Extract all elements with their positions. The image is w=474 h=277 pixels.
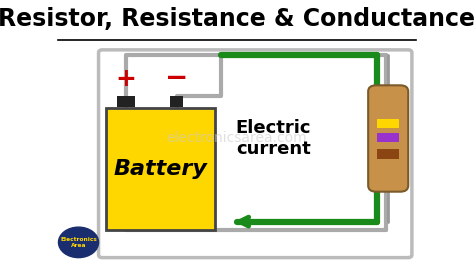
- Text: +: +: [116, 67, 137, 91]
- Bar: [377, 119, 399, 128]
- Bar: [377, 149, 399, 159]
- Bar: [117, 96, 135, 107]
- FancyBboxPatch shape: [106, 108, 215, 230]
- Bar: [377, 133, 399, 142]
- Text: −: −: [165, 63, 189, 92]
- Text: Resistor, Resistance & Conductance: Resistor, Resistance & Conductance: [0, 7, 474, 31]
- Bar: [170, 96, 183, 107]
- Circle shape: [58, 227, 99, 258]
- Text: Electronics
Area: Electronics Area: [60, 237, 97, 248]
- FancyBboxPatch shape: [368, 85, 408, 192]
- Text: Electric
current: Electric current: [236, 119, 311, 158]
- Text: Battery: Battery: [114, 159, 208, 179]
- Text: electronicsarea.com: electronicsarea.com: [167, 132, 307, 145]
